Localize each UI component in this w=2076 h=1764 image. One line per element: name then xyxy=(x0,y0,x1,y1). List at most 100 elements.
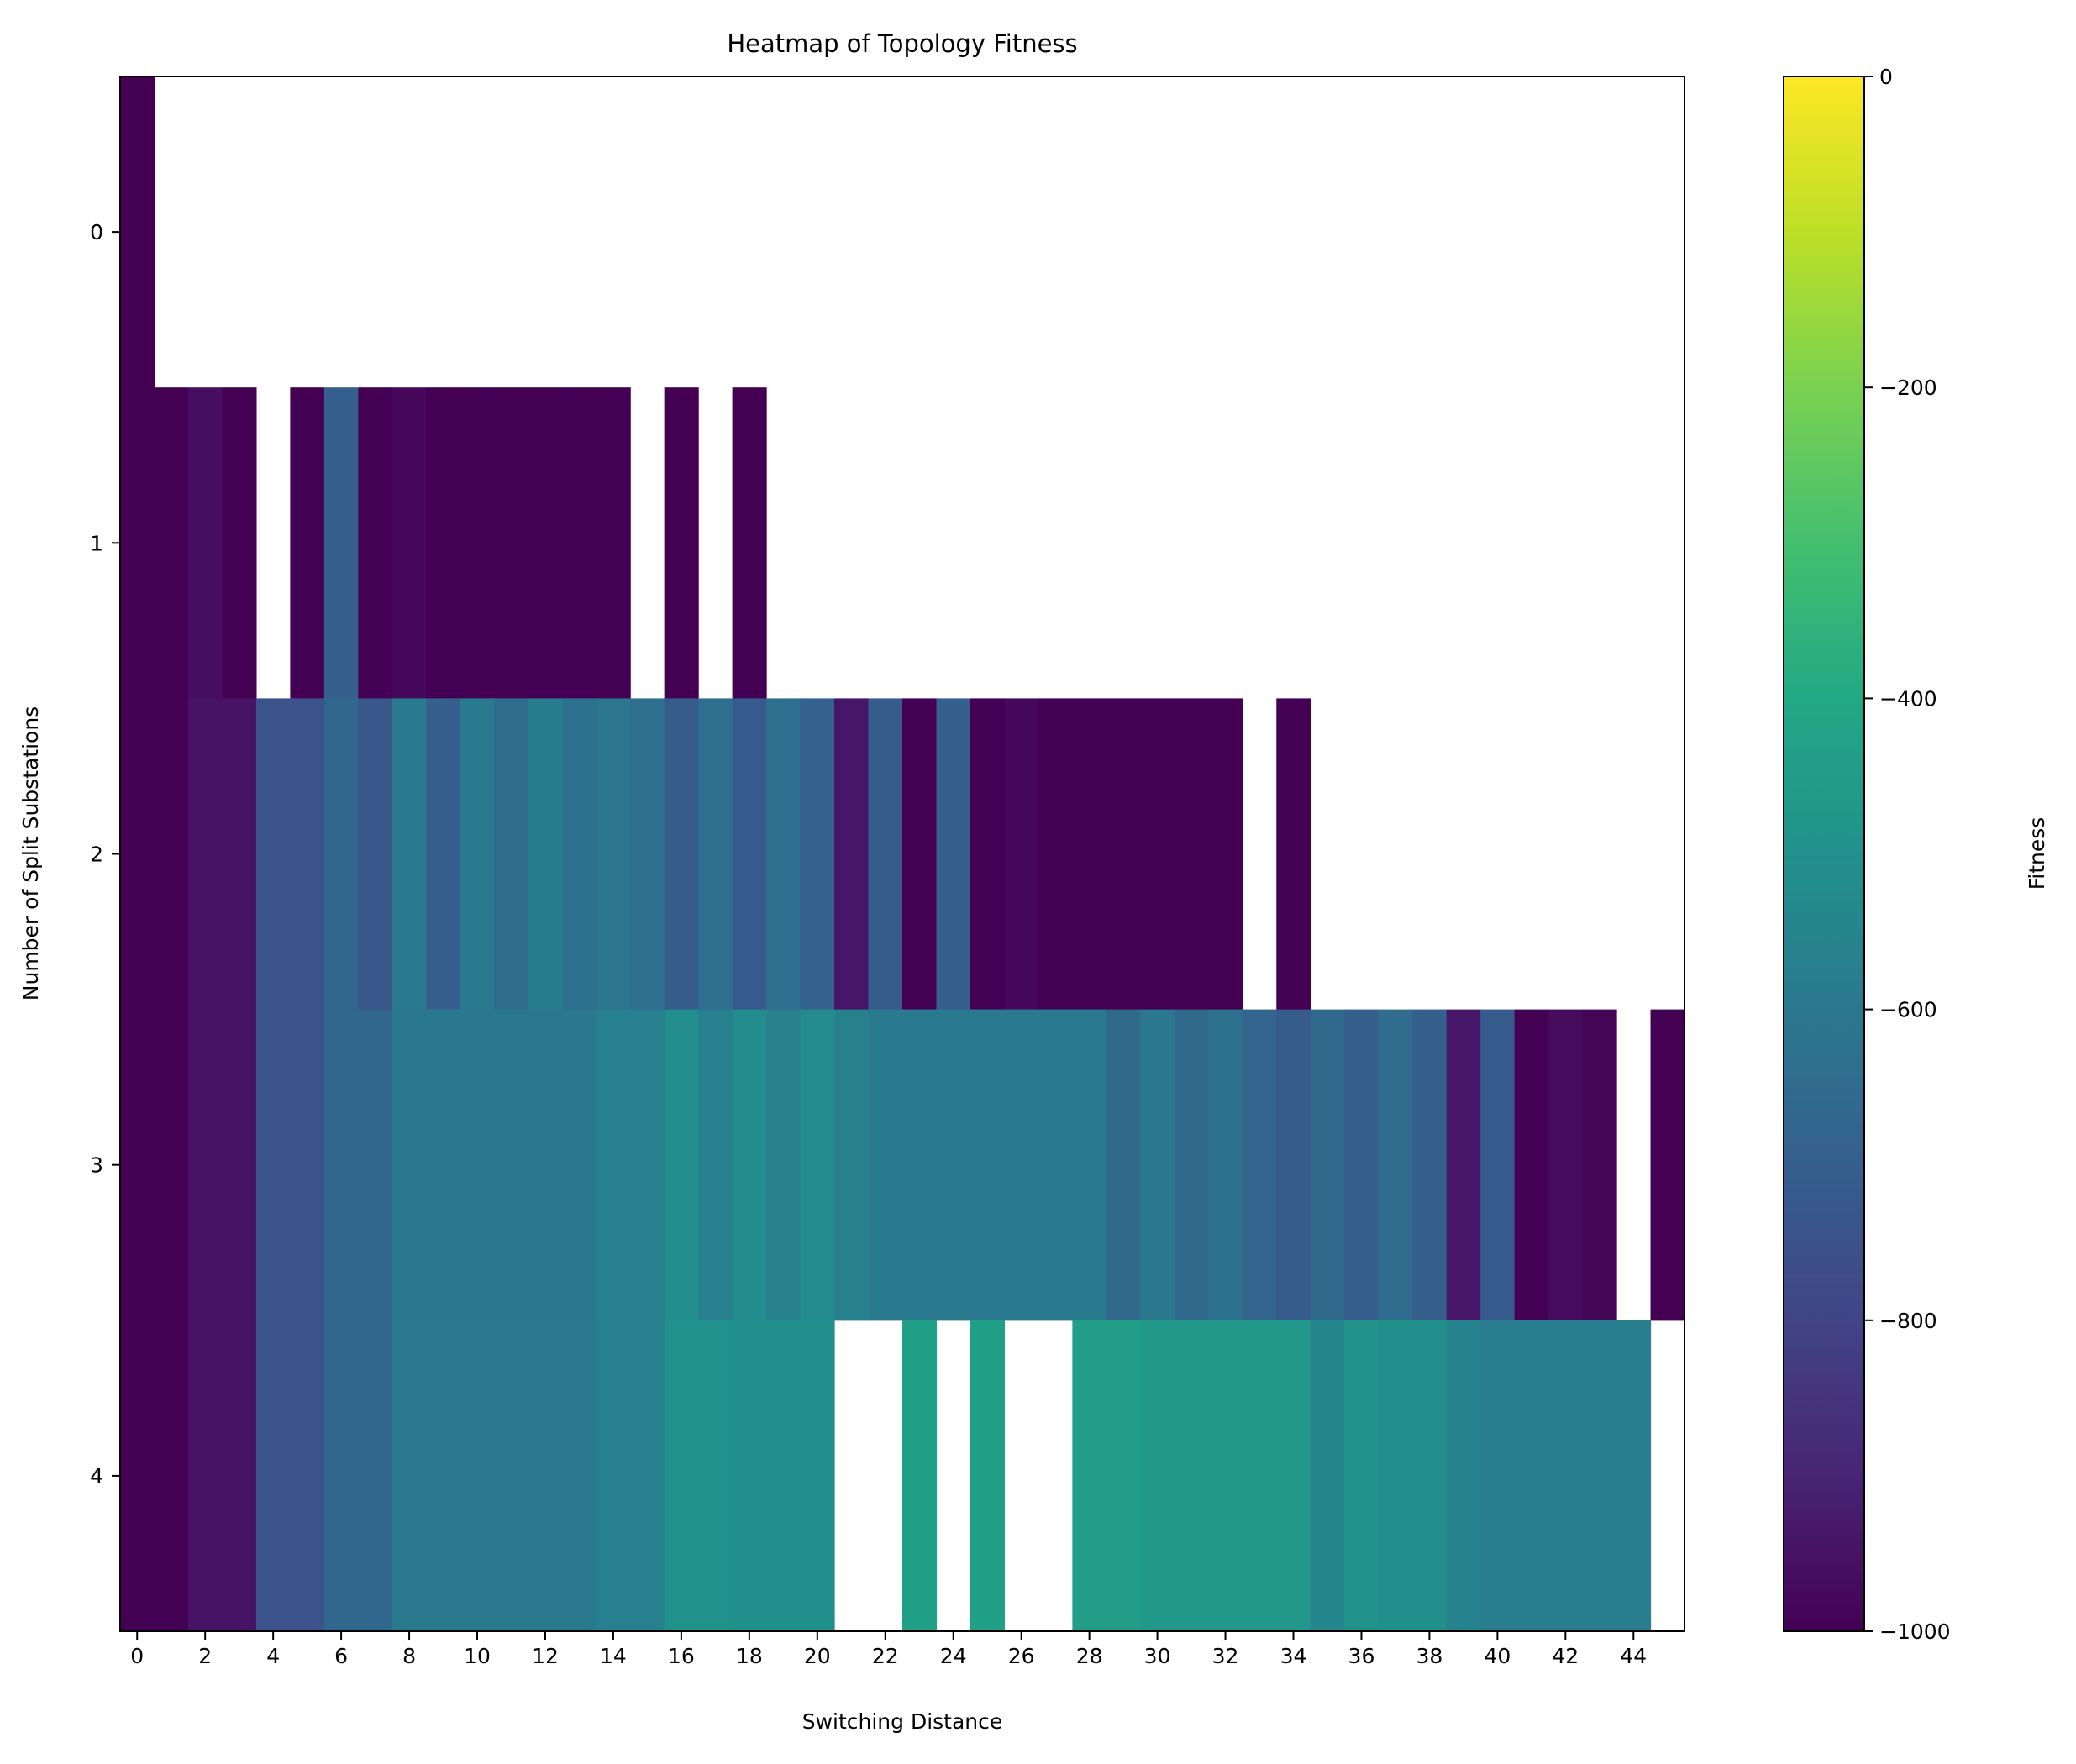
colorbar-ticks: 0 −200 −400 −600 −800 −1000 xyxy=(1864,65,1951,1644)
heatmap-cell xyxy=(698,1320,733,1632)
x-tick-label: 12 xyxy=(532,1644,559,1668)
colorbar-tick-label: −1000 xyxy=(1879,1620,1951,1644)
heatmap-cell xyxy=(698,1009,733,1321)
heatmap-cell xyxy=(970,1009,1006,1321)
heatmap-cell xyxy=(800,698,835,1011)
heatmap-cell xyxy=(1650,1009,1685,1321)
heatmap-cell xyxy=(630,1009,665,1321)
heatmap-cell xyxy=(664,698,699,1011)
heatmap-cell xyxy=(1242,1320,1277,1632)
heatmap-cell xyxy=(426,1009,461,1321)
heatmap-cell xyxy=(460,1320,495,1632)
x-tick-label: 32 xyxy=(1212,1644,1239,1668)
heatmap-cell xyxy=(596,1320,631,1632)
heatmap-cell xyxy=(1004,698,1039,1011)
heatmap-cell xyxy=(1140,1320,1175,1632)
x-tick-label: 42 xyxy=(1552,1644,1579,1668)
heatmap-cell xyxy=(290,1009,325,1321)
heatmap-cell xyxy=(494,1320,529,1632)
heatmap-cell xyxy=(664,1009,699,1321)
heatmap-cell xyxy=(1276,1009,1311,1321)
x-axis-label: Switching Distance xyxy=(802,1709,1003,1734)
heatmap-cell xyxy=(255,698,291,1011)
heatmap-cell xyxy=(255,1320,291,1632)
heatmap-cell xyxy=(1344,1320,1380,1632)
x-tick-label: 8 xyxy=(402,1644,416,1668)
heatmap-cell xyxy=(936,698,971,1011)
colorbar xyxy=(1783,76,1865,1632)
heatmap-cell xyxy=(868,1009,903,1321)
heatmap-cell xyxy=(323,1320,359,1632)
x-tick-label: 0 xyxy=(130,1644,144,1668)
x-tick-label: 10 xyxy=(464,1644,491,1668)
heatmap-cell xyxy=(187,698,223,1011)
heatmap-cell xyxy=(120,1009,155,1321)
heatmap-cell xyxy=(766,1009,801,1321)
heatmap-cell xyxy=(1514,1009,1549,1321)
heatmap-cell xyxy=(596,1009,631,1321)
heatmap-cell xyxy=(1174,698,1209,1011)
y-tick-label: 2 xyxy=(90,843,103,867)
heatmap-cell xyxy=(426,387,461,699)
x-tick-label: 14 xyxy=(600,1644,627,1668)
heatmap-cell xyxy=(358,387,393,699)
heatmap-cell xyxy=(902,698,938,1011)
colorbar-tick-label: −400 xyxy=(1879,686,1937,711)
heatmap-cell xyxy=(596,387,631,699)
heatmap-cell xyxy=(1412,1009,1448,1321)
x-tick-label: 18 xyxy=(736,1644,763,1668)
heatmap-cell xyxy=(426,1320,461,1632)
heatmap-cell xyxy=(392,1320,427,1632)
heatmap-cell xyxy=(1276,1320,1311,1632)
x-tick-label: 24 xyxy=(940,1644,967,1668)
heatmap-cell xyxy=(1208,1009,1243,1321)
heatmap-cell xyxy=(732,1009,767,1321)
x-tick-label: 40 xyxy=(1484,1644,1511,1668)
heatmap-cell xyxy=(120,76,155,388)
heatmap-cell xyxy=(222,698,257,1011)
heatmap-cell xyxy=(766,1320,801,1632)
heatmap-cell xyxy=(732,1320,767,1632)
heatmap-cell xyxy=(1072,1320,1107,1632)
heatmap-cell xyxy=(1072,1009,1107,1321)
heatmap-cell xyxy=(1582,1320,1617,1632)
heatmap-cell xyxy=(187,387,223,699)
heatmap-cell xyxy=(664,1320,699,1632)
heatmap-cell xyxy=(1038,1009,1073,1321)
heatmap-cell xyxy=(222,387,257,699)
heatmap-cell xyxy=(800,1320,835,1632)
heatmap-cell xyxy=(187,1009,223,1321)
heatmap-cell xyxy=(1480,1009,1516,1321)
heatmap-cell xyxy=(358,1320,393,1632)
x-tick-label: 2 xyxy=(198,1644,212,1668)
heatmap-cell xyxy=(358,698,393,1011)
x-tick-label: 44 xyxy=(1620,1644,1647,1668)
heatmap-cell xyxy=(834,1009,870,1321)
heatmap-cell xyxy=(1174,1009,1209,1321)
heatmap-cell xyxy=(766,698,801,1011)
colorbar-tick-label: −800 xyxy=(1879,1309,1937,1333)
x-tick-label: 4 xyxy=(266,1644,280,1668)
heatmap-cell xyxy=(1446,1320,1481,1632)
heatmap-cell xyxy=(1242,1009,1277,1321)
heatmap-cell xyxy=(1072,698,1107,1011)
y-tick-label: 3 xyxy=(90,1153,103,1178)
heatmap-cell xyxy=(1616,1320,1652,1632)
heatmap-cell xyxy=(494,698,529,1011)
colorbar-tick-label: −600 xyxy=(1879,998,1937,1022)
heatmap-cell xyxy=(1004,1009,1039,1321)
heatmap-cell xyxy=(1276,698,1311,1011)
heatmap-cell xyxy=(1378,1009,1413,1321)
colorbar-tick-label: 0 xyxy=(1879,65,1893,89)
x-tick-label: 28 xyxy=(1076,1644,1103,1668)
heatmap-cell xyxy=(1106,698,1141,1011)
heatmap-cell xyxy=(1480,1320,1516,1632)
heatmap-cell xyxy=(732,698,767,1011)
heatmap-cell xyxy=(1344,1009,1380,1321)
heatmap-cell xyxy=(1140,1009,1175,1321)
heatmap-cell xyxy=(1174,1320,1209,1632)
heatmap-cell xyxy=(698,698,733,1011)
heatmap-cell xyxy=(222,1320,257,1632)
heatmap-cell xyxy=(460,1009,495,1321)
